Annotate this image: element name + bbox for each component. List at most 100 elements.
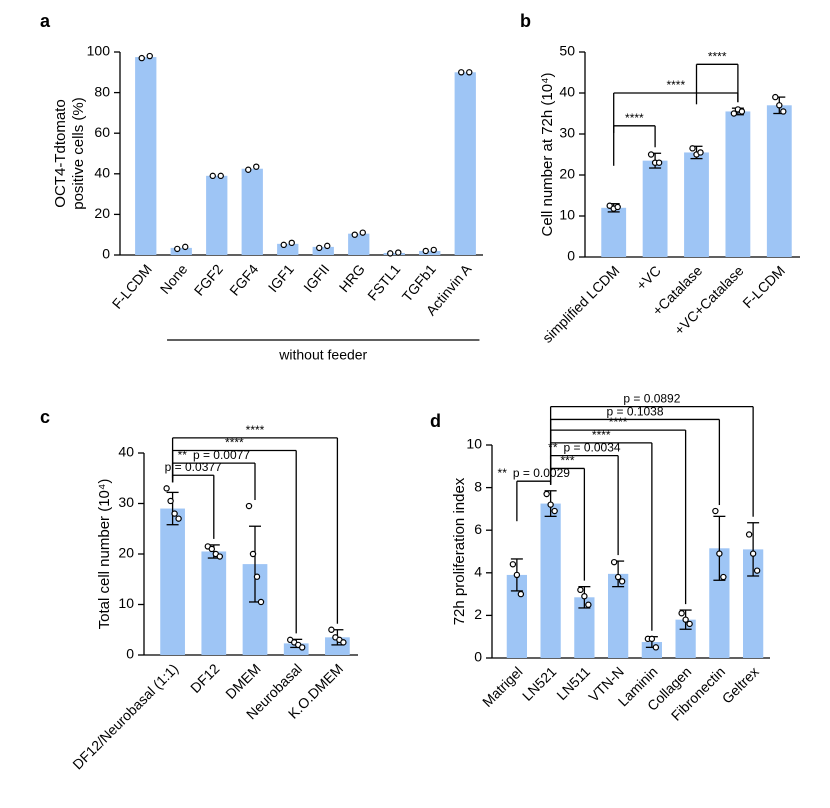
bar <box>383 252 405 255</box>
bracket-label: p = 0.1038 <box>606 405 663 419</box>
bar <box>135 57 157 256</box>
bracket-label-part: p = 0.0029 <box>513 466 570 480</box>
bar <box>277 243 299 255</box>
data-point <box>678 610 685 617</box>
data-point <box>648 635 656 643</box>
data-point <box>387 250 394 257</box>
bar <box>574 597 595 658</box>
bar <box>348 233 370 255</box>
data-point <box>513 571 521 579</box>
y-tick-label: 4 <box>474 564 482 580</box>
data-point <box>749 550 757 557</box>
data-point <box>163 485 170 492</box>
data-point <box>324 242 331 250</box>
data-point <box>171 510 178 517</box>
y-tick-label: 30 <box>559 125 575 141</box>
y-tick-label: 100 <box>87 43 111 59</box>
bracket-label: p = 0.0377 <box>165 460 222 474</box>
bracket-label: *** <box>560 454 574 468</box>
error-bar <box>166 491 179 526</box>
data-point <box>697 149 704 156</box>
y-tick-label: 0 <box>567 248 575 264</box>
data-point <box>167 497 174 505</box>
data-point <box>712 507 719 515</box>
bracket-label-part: ** <box>548 441 558 455</box>
data-point <box>340 639 347 646</box>
bracket-label-part: **** <box>592 428 611 442</box>
y-tick-label: 30 <box>118 494 134 510</box>
y-tick-label: 40 <box>118 444 134 460</box>
x-tick-label: DF12 <box>187 660 223 696</box>
x-tick-label: IGF1 <box>265 261 297 295</box>
y-tick-label: 20 <box>559 166 575 182</box>
data-point <box>208 545 215 553</box>
data-point <box>257 598 265 606</box>
bracket-label: ** p = 0.0077 <box>178 448 251 462</box>
x-tick-label: None <box>157 261 191 297</box>
data-point <box>753 567 761 574</box>
x-tick-label: F-LCDM <box>739 262 788 311</box>
bracket-label-part: ** <box>178 448 188 462</box>
bar <box>160 508 185 655</box>
y-tick-label: 10 <box>559 207 575 223</box>
data-point <box>720 573 727 581</box>
bracket-label-part: **** <box>625 111 644 125</box>
y-axis-label-line: Total cell number (10⁴) <box>96 479 113 630</box>
y-tick-label: 80 <box>94 83 110 99</box>
bracket-label: **** <box>246 423 265 437</box>
x-tick-label: F-LCDM <box>109 261 155 312</box>
bar <box>601 207 627 257</box>
data-point <box>686 620 693 628</box>
data-point <box>209 172 216 180</box>
x-tick-label: LN521 <box>519 663 560 704</box>
significance-bracket <box>549 418 721 506</box>
data-point <box>614 203 621 211</box>
bar <box>312 246 334 255</box>
bracket-label: **** <box>708 49 727 63</box>
x-tick-label: Geltrex <box>719 663 762 706</box>
data-point <box>647 151 655 158</box>
data-point <box>780 108 787 115</box>
x-tick-label: FGF2 <box>191 261 226 299</box>
x-tick-label: FSTL1 <box>364 261 403 304</box>
bar <box>454 72 476 255</box>
panel-label: b <box>520 11 531 31</box>
bracket-label: **** <box>666 78 685 92</box>
data-point <box>689 145 696 152</box>
bracket-label-part: **** <box>609 415 628 429</box>
y-axis-label: Cell number at 72h (10⁴) <box>539 72 556 236</box>
data-point <box>253 573 261 580</box>
data-point <box>422 247 429 255</box>
data-point <box>776 102 783 109</box>
bar <box>170 247 192 255</box>
data-point <box>182 243 189 251</box>
data-point <box>245 502 253 510</box>
bracket-label-part: *** <box>560 454 574 468</box>
data-point <box>138 54 145 62</box>
y-tick-label: 6 <box>474 521 482 537</box>
data-point <box>253 163 260 170</box>
significance-bracket <box>171 449 297 634</box>
x-tick-label: +VC <box>633 262 664 293</box>
data-point <box>543 490 550 498</box>
data-point <box>430 246 437 254</box>
data-point <box>299 644 306 651</box>
y-tick-label: 60 <box>94 124 110 140</box>
bar <box>283 643 309 655</box>
significance-bracket <box>695 63 739 105</box>
y-tick-label: 0 <box>474 649 482 665</box>
data-point <box>682 616 689 623</box>
bar <box>201 551 227 655</box>
bracket-label-part: p = 0.1038 <box>606 405 663 419</box>
bar <box>608 573 629 658</box>
y-axis-label-line: positive cells (%) <box>70 97 87 210</box>
bracket-label-part: p = 0.0034 <box>564 441 621 455</box>
x-tick-label: Matrigel <box>479 663 526 710</box>
data-point <box>359 229 366 236</box>
data-point <box>655 159 663 166</box>
data-point <box>146 52 153 60</box>
bracket-label-part: p = 0.0077 <box>193 448 250 462</box>
bracket-label: **** <box>592 428 611 442</box>
bracket-label-part: **** <box>225 436 244 450</box>
